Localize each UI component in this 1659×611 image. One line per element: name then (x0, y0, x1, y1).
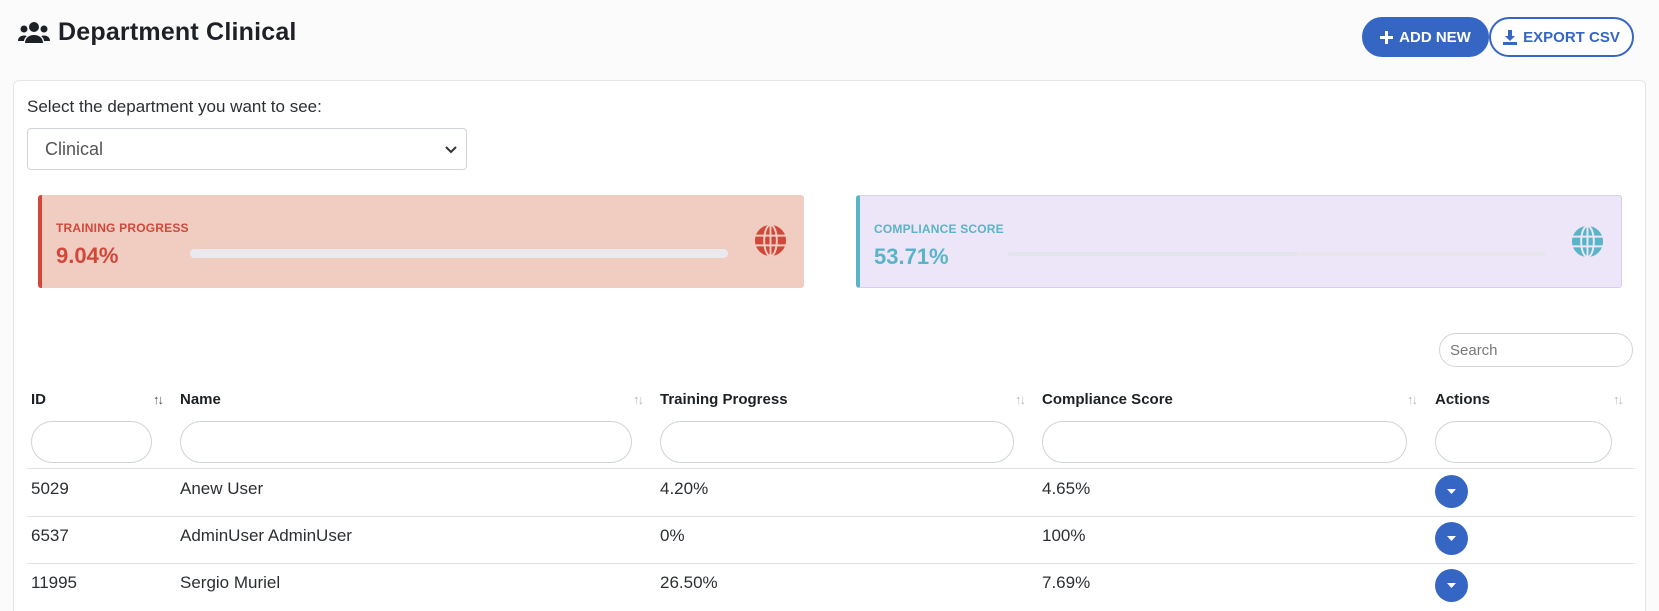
cell-training-progress: 4.20% (660, 479, 709, 498)
cell-compliance-score: 4.65% (1042, 479, 1091, 498)
cell-name: AdminUser AdminUser (180, 526, 352, 545)
row-divider (27, 516, 1635, 517)
department-select-value: Clinical (45, 138, 104, 159)
compliance-score-fill (1008, 252, 1297, 256)
compliance-score-value: 53.71% (874, 244, 949, 269)
cell-compliance-score: 100% (1042, 526, 1086, 545)
training-progress-card: TRAINING PROGRESS 9.04% (38, 195, 804, 288)
globe-icon (1571, 224, 1604, 259)
department-select-label: Select the department you want to see: (27, 97, 322, 116)
column-header-id[interactable]: ID (31, 391, 46, 408)
cell-id: 6537 (31, 526, 69, 545)
row-actions-button[interactable] (1435, 475, 1468, 508)
download-icon (1503, 29, 1518, 45)
filter-input-actions[interactable] (1435, 421, 1612, 463)
add-new-button[interactable]: ADD NEW (1362, 17, 1489, 57)
row-divider (27, 563, 1635, 564)
add-new-label: ADD NEW (1399, 28, 1471, 46)
chevron-down-icon (445, 146, 457, 154)
globe-icon (754, 223, 787, 258)
training-progress-fill (190, 249, 239, 258)
plus-icon (1380, 30, 1394, 44)
column-header-training-progress[interactable]: Training Progress (660, 391, 788, 408)
compliance-score-label: COMPLIANCE SCORE (874, 222, 1004, 236)
cell-name: Sergio Muriel (180, 573, 281, 592)
sort-icon[interactable]: ↑↓ (1613, 392, 1624, 407)
column-header-compliance-score[interactable]: Compliance Score (1042, 391, 1173, 408)
compliance-score-card: COMPLIANCE SCORE 53.71% (856, 195, 1622, 288)
training-progress-label: TRAINING PROGRESS (56, 221, 189, 235)
cell-training-progress: 26.50% (660, 573, 718, 592)
export-csv-button[interactable]: EXPORT CSV (1489, 17, 1634, 57)
row-actions-button[interactable] (1435, 569, 1468, 602)
department-select[interactable]: Clinical (27, 128, 467, 170)
users-icon (18, 21, 50, 43)
sort-icon[interactable]: ↑↓ (1015, 392, 1026, 407)
caret-down-icon (1447, 583, 1456, 588)
filter-input-training-progress[interactable] (660, 421, 1014, 463)
cell-training-progress: 0% (660, 526, 685, 545)
column-header-actions[interactable]: Actions (1435, 391, 1491, 408)
row-actions-button[interactable] (1435, 522, 1468, 555)
compliance-score-bar (1008, 252, 1546, 256)
cell-name: Anew User (180, 479, 264, 498)
sort-icon[interactable]: ↑↓ (633, 392, 644, 407)
sort-icon[interactable]: ↑↓ (1407, 392, 1418, 407)
export-csv-label: EXPORT CSV (1523, 28, 1620, 46)
cell-id: 11995 (31, 573, 78, 592)
filter-input-compliance-score[interactable] (1042, 421, 1407, 463)
caret-down-icon (1447, 489, 1456, 494)
filter-input-name[interactable] (180, 421, 632, 463)
cell-compliance-score: 7.69% (1042, 573, 1091, 592)
top-bar: Department Clinical ADD NEW EXPORT CSV (0, 0, 1659, 80)
page-title: Department Clinical (18, 18, 297, 47)
training-progress-bar (190, 249, 728, 258)
search-input[interactable] (1439, 333, 1633, 367)
cell-id: 5029 (31, 479, 69, 498)
training-progress-value: 9.04% (56, 243, 119, 268)
row-divider (27, 468, 1635, 469)
sort-icon[interactable]: ↑↓ (153, 392, 164, 407)
column-header-name[interactable]: Name (180, 391, 221, 408)
page-title-text: Department Clinical (58, 18, 297, 46)
filter-input-id[interactable] (31, 421, 152, 463)
caret-down-icon (1447, 536, 1456, 541)
